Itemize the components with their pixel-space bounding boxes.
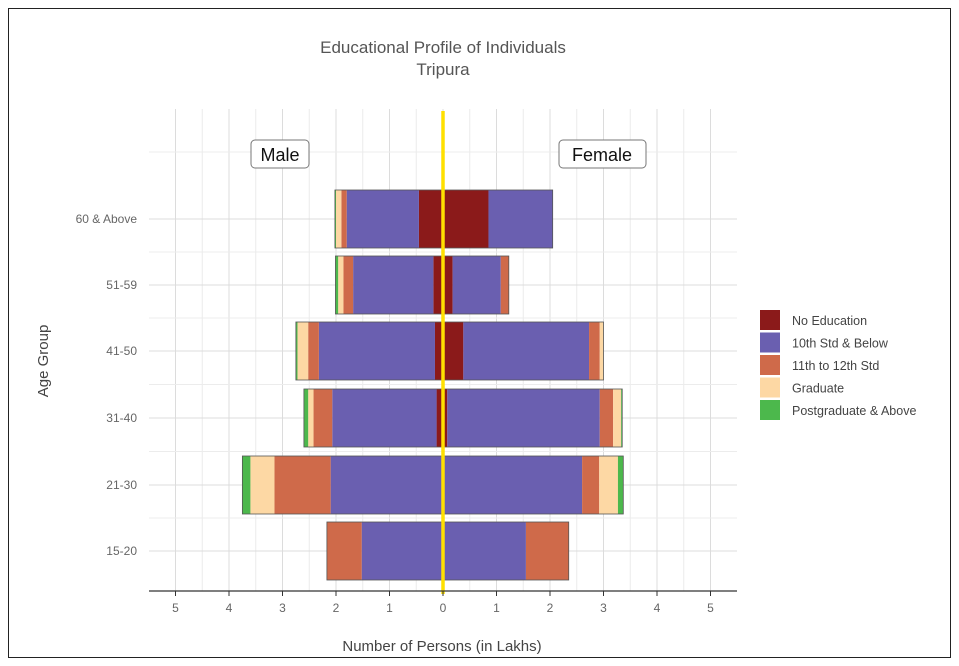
bar-female-postgraduate-above-31-40 xyxy=(621,389,623,447)
male-label-box: Male xyxy=(250,139,310,169)
x-tick-label: 2 xyxy=(547,601,554,615)
bar-female-11th-to-12th-std-15-20 xyxy=(525,522,569,580)
bar-male-11th-to-12th-std-31-40 xyxy=(313,389,333,447)
bar-male-graduate-31-40 xyxy=(308,389,314,447)
legend-swatch xyxy=(760,377,780,398)
x-tick-label: 3 xyxy=(279,601,286,615)
legend-label: Graduate xyxy=(792,382,844,396)
legend-label: No Education xyxy=(792,314,867,328)
bar-female-no-education-41-50 xyxy=(443,322,464,380)
x-tick-label: 5 xyxy=(707,601,714,615)
bar-male-10th-std-below-51-59 xyxy=(353,256,434,314)
bar-female-no-education-51-59 xyxy=(443,256,453,314)
bar-male-10th-std-below-41-50 xyxy=(318,322,435,380)
bar-female-11th-to-12th-std-41-50 xyxy=(589,322,600,380)
population-pyramid-chart: 5 4 3 2 1 0 1 2 3 4 5 15-20 21-30 31-40 41-50 51-59 60 &… xyxy=(35,38,916,655)
bar-female-no-education-31-40 xyxy=(443,389,448,447)
legend-label: 11th to 12th Std xyxy=(792,359,879,373)
legend-label: 10th Std & Below xyxy=(792,337,889,351)
x-tick-label: 3 xyxy=(600,601,607,615)
axis-layer: 5 4 3 2 1 0 1 2 3 4 5 15-20 21-30 31-40 41-50 51-59 60 &… xyxy=(76,212,737,615)
bar-female-10th-std-below-41-50 xyxy=(463,322,590,380)
legend-label: Postgraduate & Above xyxy=(792,404,916,418)
y-tick-label: 31-40 xyxy=(106,411,137,425)
bar-female-10th-std-below-60-above xyxy=(488,190,553,248)
bar-female-10th-std-below-31-40 xyxy=(447,389,600,447)
bar-male-10th-std-below-31-40 xyxy=(332,389,437,447)
y-tick-label: 41-50 xyxy=(106,344,137,358)
bar-female-graduate-41-50 xyxy=(599,322,604,380)
y-tick-label: 51-59 xyxy=(106,278,137,292)
y-tick-label: 60 & Above xyxy=(76,212,138,226)
y-axis-title: Age Group xyxy=(35,325,52,398)
bar-male-graduate-51-59 xyxy=(338,256,344,314)
bar-female-graduate-31-40 xyxy=(613,389,622,447)
bar-female-10th-std-below-51-59 xyxy=(452,256,501,314)
x-tick-label: 0 xyxy=(440,601,447,615)
bar-male-11th-to-12th-std-60-above xyxy=(341,190,347,248)
bar-male-graduate-41-50 xyxy=(297,322,309,380)
bar-female-graduate-21-30 xyxy=(599,456,618,514)
bar-male-postgraduate-above-60-above xyxy=(334,190,336,248)
x-axis-title: Number of Persons (in Lakhs) xyxy=(342,638,541,655)
bar-female-10th-std-below-21-30 xyxy=(443,456,583,514)
y-tick-label: 15-20 xyxy=(106,544,137,558)
bar-male-graduate-21-30 xyxy=(250,456,275,514)
bar-male-postgraduate-above-51-59 xyxy=(335,256,339,314)
female-label: Female xyxy=(572,145,632,165)
bar-male-10th-std-below-60-above xyxy=(346,190,419,248)
bar-female-10th-std-below-15-20 xyxy=(443,522,526,580)
bar-female-11th-to-12th-std-31-40 xyxy=(599,389,614,447)
x-tick-label: 2 xyxy=(333,601,340,615)
chart-title: Educational Profile of Individuals xyxy=(320,38,566,57)
bar-male-graduate-60-above xyxy=(336,190,342,248)
bar-male-no-education-41-50 xyxy=(434,322,443,380)
bar-male-postgraduate-above-21-30 xyxy=(242,456,251,514)
bar-male-10th-std-below-15-20 xyxy=(361,522,443,580)
bar-male-postgraduate-above-41-50 xyxy=(295,322,298,380)
bar-male-no-education-51-59 xyxy=(433,256,443,314)
x-tick-label: 1 xyxy=(493,601,500,615)
bar-male-10th-std-below-21-30 xyxy=(330,456,443,514)
x-tick-label: 4 xyxy=(654,601,661,615)
bar-male-11th-to-12th-std-41-50 xyxy=(308,322,319,380)
bars-layer xyxy=(241,111,624,594)
legend-swatch xyxy=(760,332,780,353)
legend-swatch xyxy=(760,400,780,420)
y-tick-label: 21-30 xyxy=(106,478,137,492)
male-label: Male xyxy=(260,145,299,165)
bar-male-postgraduate-above-31-40 xyxy=(303,389,309,447)
chart-frame: 5 4 3 2 1 0 1 2 3 4 5 15-20 21-30 31-40 41-50 51-59 60 &… xyxy=(8,8,951,658)
bar-male-no-education-31-40 xyxy=(436,389,443,447)
bar-female-11th-to-12th-std-21-30 xyxy=(582,456,600,514)
legend-swatch xyxy=(760,355,780,375)
x-tick-label: 1 xyxy=(386,601,393,615)
x-tick-label: 5 xyxy=(172,601,179,615)
female-label-box: Female xyxy=(558,139,647,169)
bar-female-11th-to-12th-std-51-59 xyxy=(500,256,509,314)
legend-swatch xyxy=(760,310,780,330)
bar-female-no-education-60-above xyxy=(443,190,489,248)
bar-female-postgraduate-above-21-30 xyxy=(617,456,624,514)
legend: No Education 10th Std & Below 11th to 12th… xyxy=(760,310,916,420)
x-tick-label: 4 xyxy=(226,601,233,615)
bar-male-11th-to-12th-std-51-59 xyxy=(343,256,354,314)
bar-male-11th-to-12th-std-21-30 xyxy=(274,456,331,514)
bar-male-no-education-60-above xyxy=(418,190,443,248)
bar-male-11th-to-12th-std-15-20 xyxy=(326,522,362,580)
chart-subtitle: Tripura xyxy=(416,60,470,79)
